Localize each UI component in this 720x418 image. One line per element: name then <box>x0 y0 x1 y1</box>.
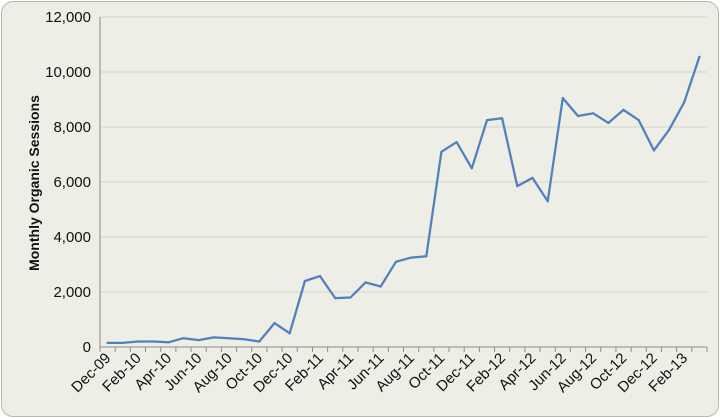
data-point <box>546 200 549 203</box>
data-point <box>334 297 337 300</box>
data-point <box>425 255 428 258</box>
data-point <box>394 260 397 263</box>
y-tick-label: 10,000 <box>45 64 91 81</box>
data-point <box>243 338 246 341</box>
data-point <box>197 339 200 342</box>
data-point <box>318 275 322 278</box>
data-point <box>379 285 382 288</box>
data-point <box>470 167 473 170</box>
data-point <box>364 281 367 284</box>
gridlines <box>100 16 707 293</box>
data-point <box>121 341 124 344</box>
data-point <box>167 341 170 344</box>
axes <box>99 17 708 352</box>
data-point <box>410 256 413 259</box>
data-point <box>531 176 534 179</box>
data-point <box>501 117 504 120</box>
data-point <box>136 340 139 343</box>
data-point <box>288 332 291 335</box>
data-point <box>561 97 564 100</box>
y-axis-tick-labels: 0 2,000 4,000 6,000 8,000 10,000 12,000 <box>45 9 91 356</box>
data-point <box>485 119 489 122</box>
data-point <box>303 279 306 283</box>
data-point <box>637 119 640 122</box>
data-point <box>592 112 595 115</box>
x-axis-tick-labels: Dec-09Feb-10Apr-10Jun-10Aug-10Oct-10Dec-… <box>68 350 691 396</box>
data-point <box>668 128 671 131</box>
y-axis-title: Monthly Organic Sessions <box>26 95 42 271</box>
data-point <box>273 322 276 325</box>
data-point <box>622 108 625 111</box>
data-point <box>440 150 443 153</box>
y-tick-label: 2,000 <box>53 284 91 301</box>
data-point <box>516 185 519 188</box>
series-line <box>106 55 701 345</box>
data-point <box>227 337 231 340</box>
y-tick-label: 8,000 <box>53 119 91 136</box>
data-point <box>182 337 185 340</box>
data-point <box>106 341 109 344</box>
data-point <box>455 141 458 144</box>
data-point <box>698 55 701 59</box>
data-point <box>258 340 261 343</box>
y-tick-label: 0 <box>83 339 91 356</box>
data-point <box>652 149 656 152</box>
y-tick-label: 12,000 <box>45 9 91 26</box>
data-point <box>576 114 580 118</box>
data-point <box>349 296 352 299</box>
data-point <box>607 121 610 124</box>
y-tick-label: 4,000 <box>53 229 91 246</box>
series-layer <box>106 55 701 345</box>
data-point <box>683 101 686 104</box>
y-tick-label: 6,000 <box>53 174 91 191</box>
data-point <box>152 340 155 343</box>
data-point <box>212 336 215 339</box>
